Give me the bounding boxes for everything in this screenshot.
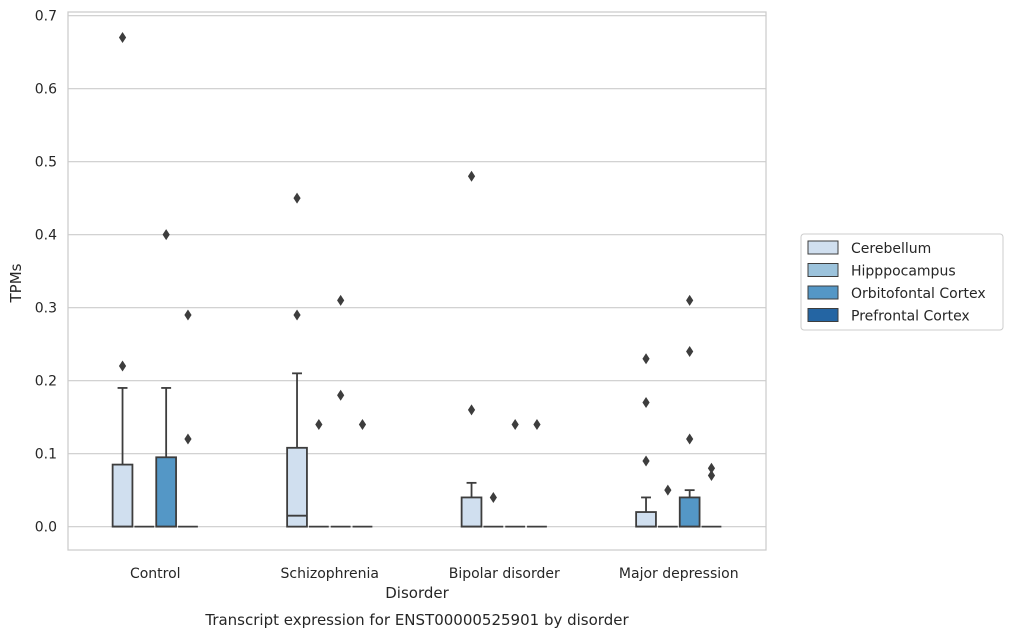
legend-items: Cerebellum Hipppocampus Orbitofontal Corte…: [807, 240, 986, 325]
outlier-point: [707, 470, 716, 482]
outlier-point: [184, 433, 192, 445]
outlier-point: [533, 418, 541, 430]
outlier-point: [642, 353, 650, 365]
box-body: [678, 496, 701, 528]
legend-swatch: [807, 285, 839, 300]
legend-frame: [800, 233, 1004, 331]
x-tick-label: Bipolar disorder: [449, 566, 560, 582]
outlier-point: [686, 294, 694, 306]
legend-swatch: [807, 263, 839, 277]
outlier-point: [489, 491, 497, 503]
y-tick-label: 0.6: [35, 82, 57, 98]
legend-label: Hipppocampus: [851, 264, 956, 280]
box-body: [460, 496, 483, 528]
outlier-point: [707, 462, 716, 474]
legend: Cerebellum Hipppocampus Orbitofontal Corte…: [800, 233, 1004, 331]
y-axis-title: TPMs: [7, 263, 25, 303]
outliers: [118, 32, 716, 503]
x-tick-label: Major depression: [619, 566, 739, 582]
legend-label: Orbitofontal Cortex: [851, 286, 986, 302]
outlier-point: [467, 404, 476, 416]
outlier-point: [184, 309, 192, 321]
outlier-point: [686, 433, 694, 445]
y-tick-label: 0.7: [35, 9, 57, 25]
y-tick-label: 0.0: [35, 520, 57, 536]
legend-swatch: [807, 308, 839, 322]
outlier-point: [315, 418, 323, 430]
boxes: [111, 372, 722, 528]
x-tick-label: Schizophrenia: [281, 566, 379, 582]
outlier-point: [511, 418, 519, 430]
outlier-point: [642, 397, 650, 409]
outlier-point: [162, 229, 170, 241]
box-body: [111, 463, 134, 528]
outlier-point: [118, 32, 127, 44]
outlier-point: [118, 360, 127, 372]
x-axis-ticks: Control Schizophrenia Bipolar disorder Majo…: [130, 566, 739, 582]
y-tick-label: 0.3: [35, 301, 57, 317]
plot-area-frame: [67, 11, 767, 551]
legend-swatch: [807, 240, 839, 255]
outlier-point: [337, 294, 345, 306]
outlier-point: [664, 484, 672, 496]
outlier-point: [293, 192, 301, 204]
box-bipolar-disorder-cerebellum: [460, 481, 483, 528]
x-axis-title: Disorder: [385, 584, 449, 602]
legend-label: Prefrontal Cortex: [851, 309, 970, 325]
box-major-depression-orbitofontal-cortex: [678, 489, 701, 528]
box-control-cerebellum: [111, 387, 134, 528]
outlier-point: [686, 345, 694, 357]
y-tick-label: 0.1: [35, 447, 57, 463]
y-tick-label: 0.5: [35, 155, 57, 171]
box-schizophrenia-cerebellum: [286, 372, 308, 528]
chart-caption: Transcript expression for ENST0000052590…: [204, 611, 629, 629]
outlier-point: [337, 389, 345, 401]
outlier-point: [358, 418, 367, 430]
y-axis-ticks: 0.0 0.1 0.2 0.3 0.4 0.5 0.6 0.7: [35, 9, 57, 536]
legend-label: Cerebellum: [851, 241, 931, 257]
x-tick-label: Control: [130, 566, 181, 582]
y-tick-label: 0.2: [35, 374, 57, 390]
y-tick-label: 0.4: [35, 228, 57, 244]
box-body: [286, 446, 308, 528]
box-control-orbitofontal-cortex: [155, 387, 177, 528]
outlier-point: [642, 455, 650, 467]
box-body: [155, 456, 177, 528]
box-major-depression-cerebellum: [635, 496, 657, 528]
box-body: [635, 511, 657, 528]
outlier-point: [293, 309, 301, 321]
outlier-point: [467, 170, 476, 182]
